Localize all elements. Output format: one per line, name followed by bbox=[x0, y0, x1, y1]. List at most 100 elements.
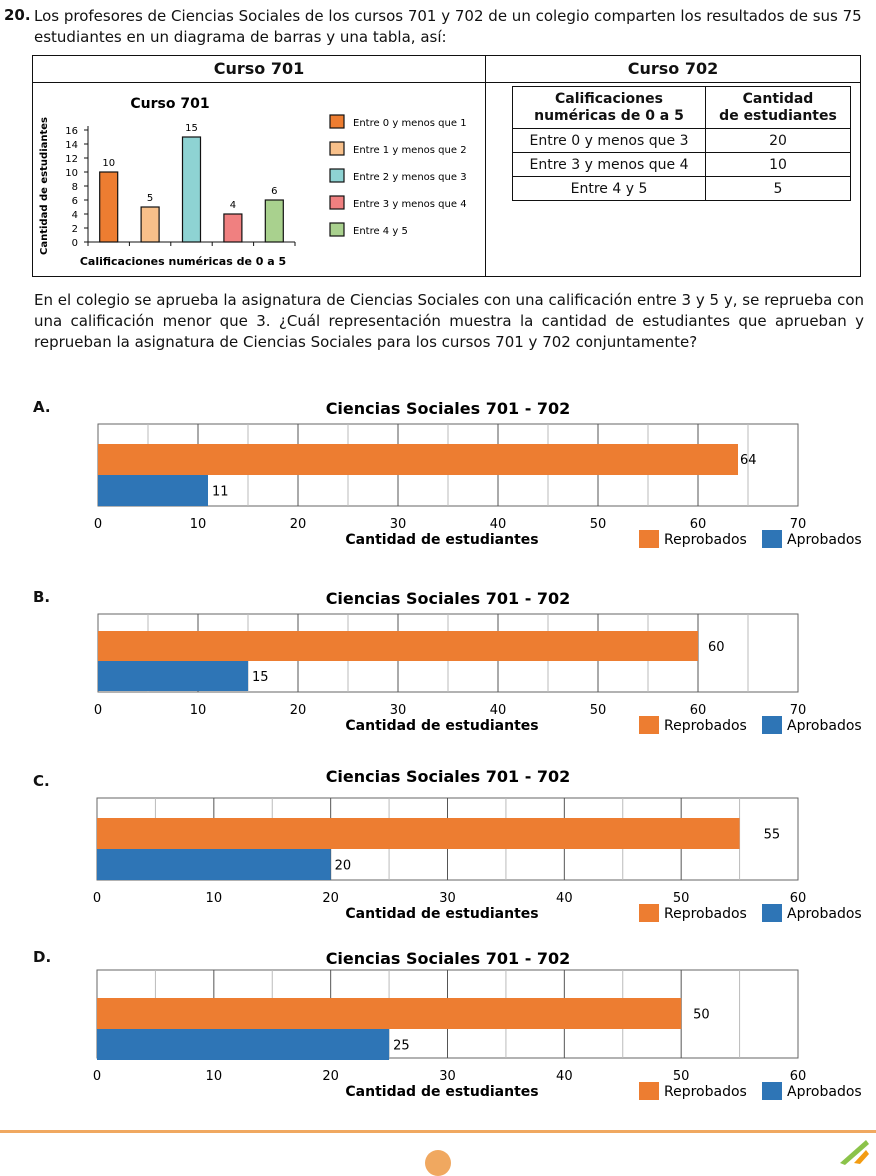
x-tick-label: 60 bbox=[790, 891, 807, 906]
frame-header-line bbox=[33, 82, 860, 83]
option-b[interactable]: B. Ciencias Sociales 701 - 702 60 15 0 10 20 3… bbox=[0, 580, 876, 765]
x-tick-label: 30 bbox=[439, 1069, 456, 1084]
bar-reprobados bbox=[97, 998, 682, 1029]
x-tick-label: 20 bbox=[290, 703, 307, 718]
y-tick-label: 4 bbox=[72, 210, 78, 221]
question-text: Los profesores de Ciencias Sociales de l… bbox=[34, 7, 862, 46]
legend-label-reprobados: Reprobados bbox=[664, 532, 747, 548]
table-header-calificaciones-line1: Calificaciones bbox=[555, 90, 663, 107]
legend-swatch-aprobados bbox=[762, 716, 782, 734]
pencil-ruler-icon bbox=[840, 1140, 869, 1165]
legend-label: Entre 1 y menos que 2 bbox=[353, 145, 467, 156]
x-tick-label: 20 bbox=[290, 517, 307, 532]
table-cell-value: 20 bbox=[705, 128, 851, 153]
table-cell-label: Entre 0 y menos que 3 bbox=[512, 128, 706, 153]
legend-swatch bbox=[329, 168, 345, 183]
table-header-cantidad-line2: de estudiantes bbox=[719, 107, 837, 124]
table-row: Entre 4 y 5 5 bbox=[512, 176, 851, 201]
option-a-label: A. bbox=[33, 398, 51, 416]
x-tick-label: 30 bbox=[390, 517, 407, 532]
y-tick-label: 12 bbox=[65, 154, 78, 165]
x-tick-label: 70 bbox=[790, 703, 807, 718]
option-d[interactable]: D. Ciencias Sociales 701 - 702 50 25 0 10 20 3… bbox=[0, 944, 876, 1124]
x-axis-label: Cantidad de estudiantes bbox=[345, 1084, 538, 1100]
data-label-reprobados: 64 bbox=[740, 453, 757, 468]
legend-label-aprobados: Aprobados bbox=[787, 532, 862, 548]
bar-value-label: 4 bbox=[230, 200, 236, 211]
table-curso-702: Calificaciones numéricas de 0 a 5 Cantid… bbox=[512, 86, 851, 201]
chart-title: Ciencias Sociales 701 - 702 bbox=[326, 589, 571, 608]
bar-value-label: 10 bbox=[102, 158, 115, 169]
bar-value-label: 15 bbox=[185, 123, 198, 134]
x-tick-label: 30 bbox=[439, 891, 456, 906]
y-tick-label: 14 bbox=[65, 140, 78, 151]
legend-swatch bbox=[329, 114, 345, 129]
legend-label-reprobados: Reprobados bbox=[664, 718, 747, 734]
y-tick-label: 2 bbox=[72, 224, 78, 235]
legend-swatch bbox=[329, 195, 345, 210]
x-axis-label: Cantidad de estudiantes bbox=[345, 906, 538, 922]
legend-swatch-aprobados bbox=[762, 1082, 782, 1100]
bar-aprobados bbox=[98, 661, 248, 691]
legend-label: Entre 2 y menos que 3 bbox=[353, 172, 467, 183]
bar bbox=[223, 213, 243, 243]
y-tick-label: 10 bbox=[65, 168, 78, 179]
page-marker-icon bbox=[425, 1150, 451, 1176]
x-tick-label: 0 bbox=[94, 517, 102, 532]
data-label-aprobados: 15 bbox=[252, 670, 269, 685]
x-axis-label: Calificaciones numéricas de 0 a 5 bbox=[80, 255, 286, 268]
x-tick-label: 20 bbox=[322, 1069, 339, 1084]
bar-reprobados bbox=[98, 444, 738, 475]
legend-swatch bbox=[329, 222, 345, 237]
bar-value-label: 6 bbox=[271, 186, 277, 197]
bar-aprobados bbox=[98, 475, 208, 506]
panel-702-header: Curso 702 bbox=[627, 59, 719, 78]
option-c-label: C. bbox=[33, 772, 50, 790]
chart-title: Curso 701 bbox=[130, 96, 209, 112]
x-tick-label: 40 bbox=[556, 1069, 573, 1084]
x-tick-label: 60 bbox=[690, 703, 707, 718]
option-b-label: B. bbox=[33, 588, 51, 606]
legend-swatch bbox=[329, 141, 345, 156]
chart-title: Ciencias Sociales 701 - 702 bbox=[326, 949, 571, 968]
table-header-calificaciones-line2: numéricas de 0 a 5 bbox=[534, 107, 684, 124]
option-a[interactable]: A. Ciencias Sociales 701 - 702 64 11 0 10 20 3… bbox=[0, 390, 876, 575]
x-tick-label: 10 bbox=[190, 703, 207, 718]
x-tick-label: 50 bbox=[590, 703, 607, 718]
bar-aprobados bbox=[97, 1029, 390, 1060]
bar-value-label: 5 bbox=[147, 193, 153, 204]
x-tick-label: 60 bbox=[690, 517, 707, 532]
x-tick-label: 50 bbox=[673, 1069, 690, 1084]
legend-label-aprobados: Aprobados bbox=[787, 718, 862, 734]
table-header-cantidad: Cantidad de estudiantes bbox=[705, 86, 851, 129]
bar-reprobados bbox=[98, 631, 698, 661]
bar bbox=[99, 171, 119, 243]
x-tick-label: 10 bbox=[206, 891, 223, 906]
option-d-label: D. bbox=[33, 948, 52, 966]
y-tick-label: 6 bbox=[72, 196, 78, 207]
x-tick-label: 0 bbox=[93, 891, 101, 906]
table-cell-label: Entre 3 y menos que 4 bbox=[512, 152, 706, 177]
bar bbox=[264, 199, 284, 243]
legend-label: Entre 3 y menos que 4 bbox=[353, 199, 467, 210]
x-tick-label: 40 bbox=[490, 517, 507, 532]
x-axis-label: Cantidad de estudiantes bbox=[345, 718, 538, 734]
y-tick-label: 16 bbox=[65, 126, 78, 137]
legend-swatch-reprobados bbox=[639, 716, 659, 734]
x-tick-label: 0 bbox=[93, 1069, 101, 1084]
option-c[interactable]: C. Ciencias Sociales 701 - 702 55 20 0 10 20 3… bbox=[0, 764, 876, 944]
legend-swatch-aprobados bbox=[762, 904, 782, 922]
footer-divider bbox=[0, 1130, 876, 1133]
results-frame: Curso 701 Curso 702 bbox=[32, 55, 861, 277]
legend-label-aprobados: Aprobados bbox=[787, 1084, 862, 1100]
data-label-reprobados: 55 bbox=[764, 828, 781, 843]
question-paragraph: En el colegio se aprueba la asignatura d… bbox=[34, 291, 864, 351]
x-tick-label: 10 bbox=[190, 517, 207, 532]
bar bbox=[140, 206, 160, 243]
data-label-aprobados: 20 bbox=[335, 859, 352, 874]
y-tick-label: 8 bbox=[72, 182, 78, 193]
y-tick-label: 0 bbox=[72, 238, 78, 249]
table-cell-value: 5 bbox=[705, 176, 851, 201]
data-label-aprobados: 25 bbox=[393, 1039, 410, 1054]
x-tick-label: 0 bbox=[94, 703, 102, 718]
